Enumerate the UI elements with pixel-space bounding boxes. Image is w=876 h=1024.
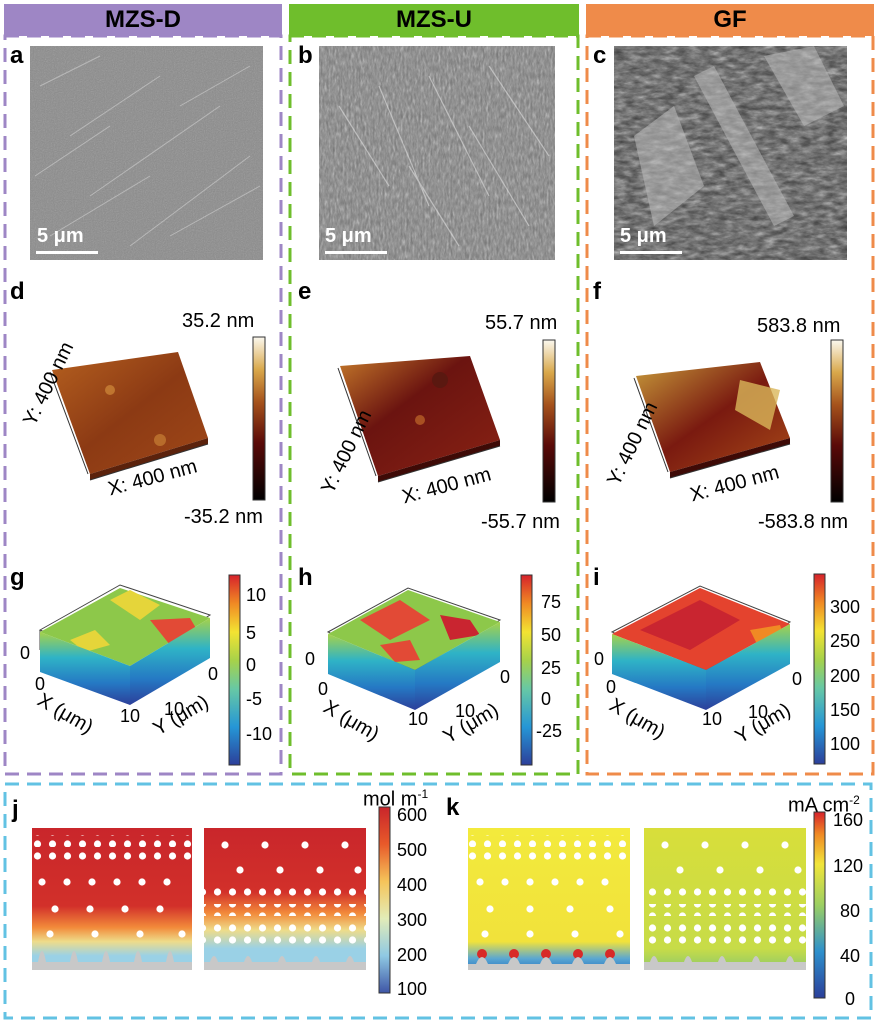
- sem-image-a: [30, 46, 263, 260]
- h-x10: 10: [408, 709, 429, 729]
- h-tick-4: -25: [536, 721, 563, 741]
- afm-d-max: 35.2 nm: [182, 310, 255, 332]
- header-mzs-d: MZS-D: [4, 4, 282, 36]
- h-y10: 10: [455, 701, 476, 721]
- colorbar-i: [813, 573, 826, 765]
- panel-label-f: f: [593, 278, 601, 305]
- afm-f-min: -583.8 nm: [758, 511, 849, 533]
- header-gf: GF: [586, 4, 874, 36]
- scale-bar-c-text: 5 μm: [620, 225, 667, 247]
- scale-bar-b-text: 5 μm: [325, 225, 372, 247]
- g-x10: 10: [120, 706, 141, 726]
- sim-j-colorbar: [378, 806, 391, 994]
- i-z0: 0: [594, 649, 605, 669]
- afm-colorbar-e: [542, 339, 556, 503]
- sim-k-unit: mA cm-2: [788, 793, 860, 817]
- panel-label-c: c: [593, 42, 607, 69]
- sim-j-tick-2: 400: [397, 875, 428, 895]
- sim-k-colorbar: [813, 811, 826, 999]
- i-tick-2: 200: [830, 666, 861, 686]
- i-x0: 0: [606, 677, 617, 697]
- sim-k-tick-4: 0: [845, 989, 856, 1009]
- sim-j-tick-1: 500: [397, 840, 428, 860]
- g-z0: 0: [20, 643, 31, 663]
- colorbar-g: [228, 574, 241, 766]
- surface-plot-h: [326, 587, 502, 710]
- sim-j-tick-5: 100: [397, 979, 428, 999]
- h-tick-0: 75: [541, 592, 562, 612]
- afm-e-min: -55.7 nm: [481, 511, 560, 533]
- sem-image-c: [614, 46, 847, 260]
- surface-row: [38, 573, 826, 766]
- header-mzs-u: MZS-U: [289, 4, 579, 36]
- h-tick-3: 0: [541, 689, 552, 709]
- h-y0: 0: [500, 667, 511, 687]
- surface-plot-g: [38, 584, 212, 705]
- sim-j-right: [204, 828, 366, 970]
- g-x0: 0: [35, 674, 46, 694]
- sim-k-tick-2: 80: [840, 901, 861, 921]
- i-tick-0: 300: [830, 597, 861, 617]
- afm-surface-f: [633, 362, 791, 479]
- sim-k-tick-1: 120: [833, 856, 864, 876]
- surface-plot-i: [610, 585, 792, 710]
- afm-colorbar-d: [252, 336, 266, 501]
- afm-surface-e: [337, 356, 501, 483]
- g-tick-3: -5: [246, 689, 263, 709]
- sim-k-right: [644, 828, 806, 970]
- panel-label-b: b: [298, 42, 313, 69]
- panel-label-h: h: [298, 564, 313, 591]
- h-x0: 0: [318, 679, 329, 699]
- sim-j-unit: mol m-1: [363, 787, 429, 811]
- h-tick-1: 50: [541, 625, 562, 645]
- sim-j-tick-4: 200: [397, 945, 428, 965]
- panel-label-d: d: [10, 278, 25, 305]
- g-y10: 10: [164, 699, 185, 719]
- g-tick-2: 0: [246, 655, 257, 675]
- sim-j-tick-3: 300: [397, 910, 428, 930]
- afm-f-max: 583.8 nm: [757, 315, 841, 337]
- h-z0: 0: [305, 649, 316, 669]
- g-tick-1: 5: [246, 623, 257, 643]
- panel-label-k: k: [446, 794, 460, 821]
- colorbar-h: [520, 574, 533, 766]
- i-y0: 0: [792, 669, 803, 689]
- scale-bar-a-text: 5 μm: [37, 225, 84, 247]
- sim-k-tick-0: 160: [833, 810, 864, 830]
- afm-e-max: 55.7 nm: [485, 312, 558, 334]
- i-tick-1: 250: [830, 631, 861, 651]
- panel-label-e: e: [298, 278, 312, 305]
- simulation-row: [32, 806, 826, 999]
- sem-image-b: [319, 46, 555, 260]
- sim-k-left: [468, 828, 630, 970]
- panel-label-g: g: [10, 564, 25, 591]
- i-y10: 10: [748, 702, 769, 722]
- frame-mzs-d: [3, 34, 283, 776]
- afm-surface-d: [49, 352, 209, 481]
- panel-label-i: i: [593, 564, 600, 591]
- afm-row: [49, 336, 844, 503]
- panel-label-a: a: [10, 42, 24, 69]
- i-tick-3: 150: [830, 700, 861, 720]
- i-tick-4: 100: [830, 734, 861, 754]
- g-tick-4: -10: [246, 724, 273, 744]
- sim-j-tick-0: 600: [397, 805, 428, 825]
- frame-gf: [585, 34, 875, 776]
- afm-d-min: -35.2 nm: [184, 506, 263, 528]
- frame-mzs-u: [288, 34, 580, 776]
- panel-label-j: j: [12, 796, 19, 823]
- g-tick-0: 10: [246, 585, 267, 605]
- h-tick-2: 25: [541, 658, 562, 678]
- sim-j-left: [32, 828, 192, 970]
- afm-colorbar-f: [830, 339, 844, 503]
- sim-k-tick-3: 40: [840, 946, 861, 966]
- g-y0: 0: [208, 664, 219, 684]
- i-x10: 10: [702, 709, 723, 729]
